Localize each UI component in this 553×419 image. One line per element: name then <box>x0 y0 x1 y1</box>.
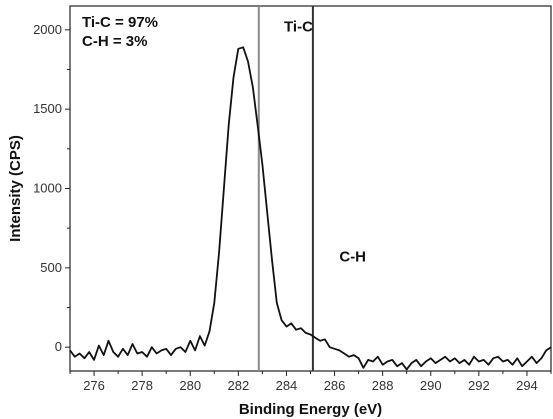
x-tick-label: 292 <box>468 378 490 393</box>
x-axis-ticks: 276 278 280 282 284 286 288 290 292 294 <box>69 371 552 393</box>
x-tick-label: 276 <box>83 378 105 393</box>
x-tick-label: 278 <box>131 378 153 393</box>
y-axis-ticks: 0 500 1000 1500 2000 <box>33 22 70 354</box>
x-tick-label: 282 <box>227 378 249 393</box>
reference-lines <box>257 6 314 371</box>
x-tick-label: 286 <box>324 378 346 393</box>
y-tick-label: 0 <box>55 339 62 354</box>
x-axis-label: Binding Energy (eV) <box>239 401 382 418</box>
x-tick-label: 290 <box>420 378 442 393</box>
plot-border <box>69 5 552 372</box>
spectrum-line-1 <box>69 46 552 371</box>
x-tick-label: 288 <box>372 378 394 393</box>
composition-c-h: C-H = 3% <box>82 33 147 50</box>
annotation-ti-c: Ti-C <box>284 18 313 35</box>
y-tick-label: 2000 <box>33 22 62 37</box>
y-axis-label: Intensity (CPS) <box>7 135 24 242</box>
x-tick-label: 280 <box>179 378 201 393</box>
x-tick-label: 294 <box>516 378 538 393</box>
y-tick-label: 1500 <box>33 101 62 116</box>
plot-frame <box>69 5 552 372</box>
y-tick-label: 500 <box>40 260 62 275</box>
series-layer <box>69 46 552 371</box>
y-tick-label: 1000 <box>33 181 62 196</box>
x-tick-label: 284 <box>276 378 298 393</box>
composition-ti-c: Ti-C = 97% <box>82 14 158 31</box>
annotation-c-h: C-H <box>339 249 366 266</box>
